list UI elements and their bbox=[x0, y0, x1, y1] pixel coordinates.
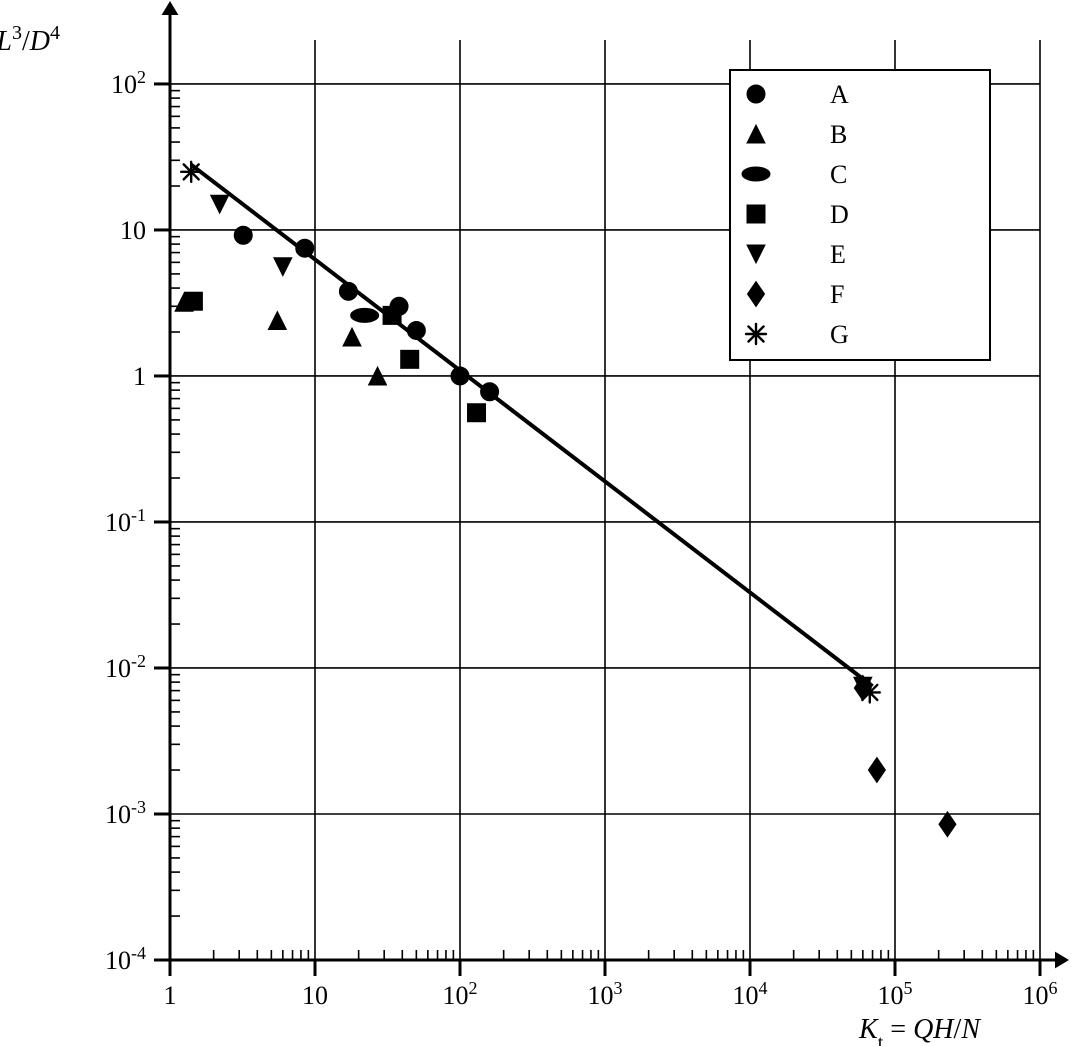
point-D bbox=[468, 404, 486, 422]
legend-marker-G bbox=[746, 324, 766, 344]
legend-label-B: B bbox=[830, 120, 847, 149]
tick-label: 1 bbox=[133, 362, 146, 391]
tick-label: 10 bbox=[302, 981, 328, 1010]
point-C bbox=[351, 308, 379, 322]
point-A bbox=[296, 239, 314, 257]
point-D bbox=[383, 306, 401, 324]
point-G bbox=[181, 162, 201, 182]
legend-label-C: C bbox=[830, 160, 847, 189]
legend-label-D: D bbox=[830, 200, 849, 229]
chart-container: 10-410-310-210-1110102110102103104105106… bbox=[0, 0, 1080, 1046]
point-G bbox=[860, 682, 880, 702]
legend: ABCDEFG bbox=[730, 70, 990, 360]
point-A bbox=[481, 383, 499, 401]
x-axis-label: Kt = QH/N bbox=[858, 1014, 981, 1046]
legend-label-A: A bbox=[830, 80, 849, 109]
point-D bbox=[184, 292, 202, 310]
point-A bbox=[451, 367, 469, 385]
tick-label: 10 bbox=[120, 216, 146, 245]
point-A bbox=[407, 321, 425, 339]
point-D bbox=[401, 350, 419, 368]
legend-marker-D bbox=[747, 205, 765, 223]
scatter-loglog-chart: 10-410-310-210-1110102110102103104105106… bbox=[0, 0, 1080, 1046]
tick-label: 1 bbox=[164, 981, 177, 1010]
legend-label-F: F bbox=[830, 280, 844, 309]
legend-marker-C bbox=[742, 167, 770, 181]
point-A bbox=[234, 226, 252, 244]
point-A bbox=[339, 282, 357, 300]
legend-marker-A bbox=[747, 85, 765, 103]
legend-label-E: E bbox=[830, 240, 846, 269]
legend-label-G: G bbox=[830, 320, 849, 349]
